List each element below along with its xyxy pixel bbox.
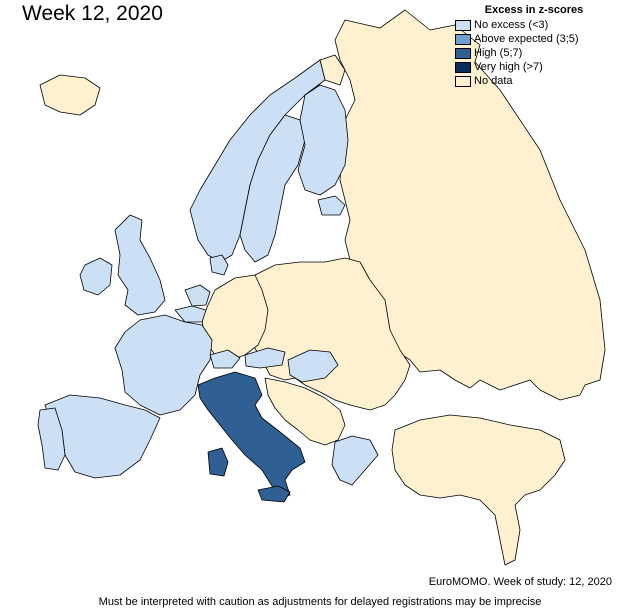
caution-note: Must be interpreted with caution as adju… bbox=[98, 596, 542, 608]
ireland-region[interactable] bbox=[79, 257, 113, 296]
legend-label: Above expected (3;5) bbox=[474, 33, 579, 45]
legend-label: High (5;7) bbox=[474, 47, 523, 59]
legend-swatch bbox=[455, 33, 471, 45]
russia-region[interactable] bbox=[334, 9, 606, 401]
netherlands-region[interactable] bbox=[184, 284, 211, 307]
austria-region[interactable] bbox=[244, 347, 286, 369]
iceland-region[interactable] bbox=[39, 74, 101, 116]
italy-region[interactable] bbox=[197, 371, 306, 499]
legend-swatch bbox=[455, 47, 471, 59]
turkey-region[interactable] bbox=[391, 414, 566, 566]
finland-region[interactable] bbox=[297, 84, 349, 196]
sardinia-region[interactable] bbox=[207, 447, 229, 477]
legend-swatch bbox=[455, 61, 471, 73]
legend-label: Very high (>7) bbox=[474, 61, 543, 73]
legend-label: No data bbox=[474, 75, 513, 87]
legend-item-no-data: No data bbox=[455, 74, 605, 88]
map-title: Week 12, 2020 bbox=[22, 2, 163, 25]
portugal-region[interactable] bbox=[37, 407, 66, 471]
switzerland-region[interactable] bbox=[209, 349, 241, 369]
uk-region[interactable] bbox=[114, 214, 166, 316]
hungary-region[interactable] bbox=[287, 349, 339, 383]
belgium-region[interactable] bbox=[174, 305, 207, 323]
sweden-region[interactable] bbox=[239, 114, 306, 263]
legend-item-above-expected: Above expected (3;5) bbox=[455, 32, 605, 46]
balkans-region[interactable] bbox=[264, 377, 346, 446]
legend: Excess in z-scores No excess (<3) Above … bbox=[455, 4, 605, 88]
legend-label: No excess (<3) bbox=[474, 19, 549, 31]
greece-region[interactable] bbox=[331, 435, 379, 486]
legend-item-very-high: Very high (>7) bbox=[455, 60, 605, 74]
sicily-region[interactable] bbox=[257, 485, 291, 503]
legend-swatch bbox=[455, 19, 471, 31]
france-region[interactable] bbox=[114, 314, 213, 416]
legend-title: Excess in z-scores bbox=[484, 4, 584, 16]
source-note: EuroMOMO. Week of study: 12, 2020 bbox=[428, 576, 612, 588]
legend-item-high: High (5;7) bbox=[455, 46, 605, 60]
legend-item-no-excess: No excess (<3) bbox=[455, 18, 605, 32]
legend-swatch bbox=[455, 75, 471, 87]
germany-region[interactable] bbox=[201, 274, 269, 361]
estonia-region[interactable] bbox=[317, 195, 346, 216]
denmark-region[interactable] bbox=[209, 254, 229, 276]
